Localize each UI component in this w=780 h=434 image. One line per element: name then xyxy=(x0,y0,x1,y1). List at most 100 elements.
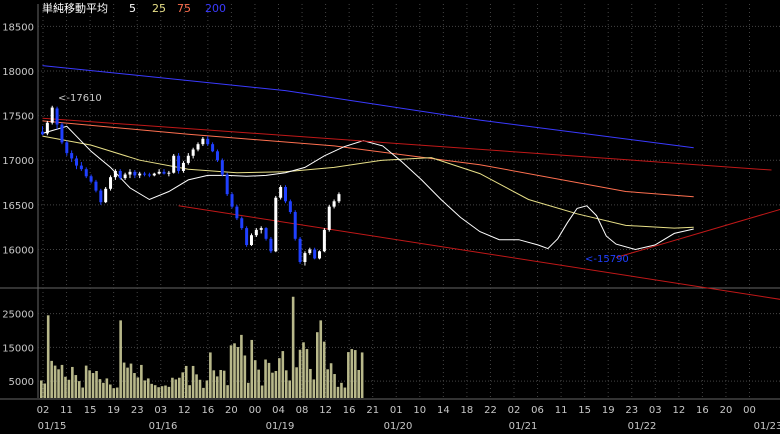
candle-up xyxy=(303,253,307,263)
time-tick-label: 20 xyxy=(720,405,733,416)
candle-down xyxy=(240,218,244,229)
volume-bar xyxy=(167,386,171,398)
grid-lines xyxy=(0,4,780,400)
ma25-line xyxy=(42,135,694,229)
volume-bar xyxy=(60,364,64,398)
volume-bar xyxy=(174,379,178,398)
volume-bar xyxy=(284,370,288,398)
date-tick-label: 01/16 xyxy=(149,421,178,432)
volume-bar xyxy=(350,349,354,398)
time-tick-label: 22 xyxy=(484,405,497,416)
candle-up xyxy=(318,251,322,259)
candle-down xyxy=(235,206,239,219)
volume-bar xyxy=(178,377,181,398)
time-tick-label: 14 xyxy=(437,405,450,416)
volume-bar xyxy=(181,372,185,398)
volume-bar xyxy=(219,369,222,398)
candle-down xyxy=(293,212,297,239)
candle-up xyxy=(259,228,263,230)
candle-down xyxy=(220,160,224,175)
volume-bar xyxy=(322,341,326,398)
price-tick-label: 16000 xyxy=(2,246,34,257)
candle-down xyxy=(215,151,219,161)
volume-bar xyxy=(188,385,191,398)
candle-down xyxy=(118,170,122,179)
candle-down xyxy=(211,144,215,152)
candle-up xyxy=(113,170,117,178)
time-tick-label: 11 xyxy=(60,405,73,416)
volume-bar xyxy=(150,383,153,398)
candle-down xyxy=(75,158,79,166)
volume-bar xyxy=(264,359,267,398)
time-tick-label: 04 xyxy=(272,405,285,416)
volume-bar xyxy=(195,374,198,398)
ma200-line xyxy=(42,65,694,149)
time-tick-label: 02 xyxy=(508,405,521,416)
volume-tick-label: 5000 xyxy=(9,377,34,388)
volume-bar xyxy=(312,379,316,398)
candle-down xyxy=(60,124,64,143)
trend-line xyxy=(178,205,780,300)
time-tick-label: 06 xyxy=(531,405,544,416)
high-annotation: <-17610 xyxy=(58,93,102,104)
volume-bar xyxy=(215,376,219,398)
volume-bar xyxy=(105,378,109,398)
volume-bar xyxy=(112,388,116,398)
volume-bar xyxy=(257,369,260,398)
time-tick-label: 08 xyxy=(296,405,309,416)
volume-bar xyxy=(157,387,160,398)
volume-bar xyxy=(291,296,295,398)
candle-up xyxy=(322,229,326,252)
trend-lines xyxy=(42,117,780,300)
volume-bar xyxy=(98,379,102,398)
price-tick-label: 18500 xyxy=(2,22,34,33)
trend-line xyxy=(615,208,780,259)
candle-down xyxy=(269,238,273,252)
volume-bar xyxy=(357,369,360,398)
volume-bar xyxy=(288,380,291,398)
legend: 単純移動平均 5 25 75 200 xyxy=(42,1,226,15)
volume-bar xyxy=(88,370,91,398)
volume-bar xyxy=(57,369,60,398)
ma75-line xyxy=(42,120,694,198)
time-tick-label: 12 xyxy=(319,405,332,416)
volume-bar xyxy=(40,380,43,398)
time-tick-label: 11 xyxy=(555,405,568,416)
candle-up xyxy=(249,235,253,246)
time-tick-label: 21 xyxy=(366,405,379,416)
date-tick-label: 01/23 xyxy=(754,421,780,432)
volume-bar xyxy=(250,339,254,398)
candle-up xyxy=(123,174,127,179)
volume-bar xyxy=(360,352,364,398)
legend-item-ma75: 75 xyxy=(177,2,191,15)
time-tick-label: 16 xyxy=(201,405,214,416)
volume-bar xyxy=(71,366,74,398)
candle-up xyxy=(181,162,185,171)
date-tick-label: 01/19 xyxy=(266,421,295,432)
price-tick-label: 17000 xyxy=(2,156,34,167)
volume-bars xyxy=(40,296,364,398)
volume-bar xyxy=(229,345,233,398)
volume-bar xyxy=(267,362,271,398)
time-tick-label: 15 xyxy=(578,405,591,416)
volume-bar xyxy=(191,365,195,398)
candle-down xyxy=(284,187,287,202)
time-tick-label: 03 xyxy=(154,405,167,416)
volume-bar xyxy=(184,365,188,398)
candle-up xyxy=(196,144,200,150)
volume-bar xyxy=(340,382,343,398)
axis-labels: 1850018000175001700016500160002500015000… xyxy=(2,22,780,432)
annotations: <-17610 <-15790 xyxy=(58,93,629,265)
volume-bar xyxy=(271,372,274,398)
volume-bar xyxy=(295,367,298,398)
date-tick-label: 01/22 xyxy=(628,421,657,432)
volume-bar xyxy=(326,369,329,398)
candle-up xyxy=(191,149,195,156)
volume-bar xyxy=(309,368,312,398)
candle-up xyxy=(167,172,171,174)
volume-bar xyxy=(240,334,243,398)
volume-bar xyxy=(43,383,47,398)
time-tick-label: 19 xyxy=(602,405,615,416)
candle-down xyxy=(41,131,44,135)
volume-bar xyxy=(233,343,236,398)
